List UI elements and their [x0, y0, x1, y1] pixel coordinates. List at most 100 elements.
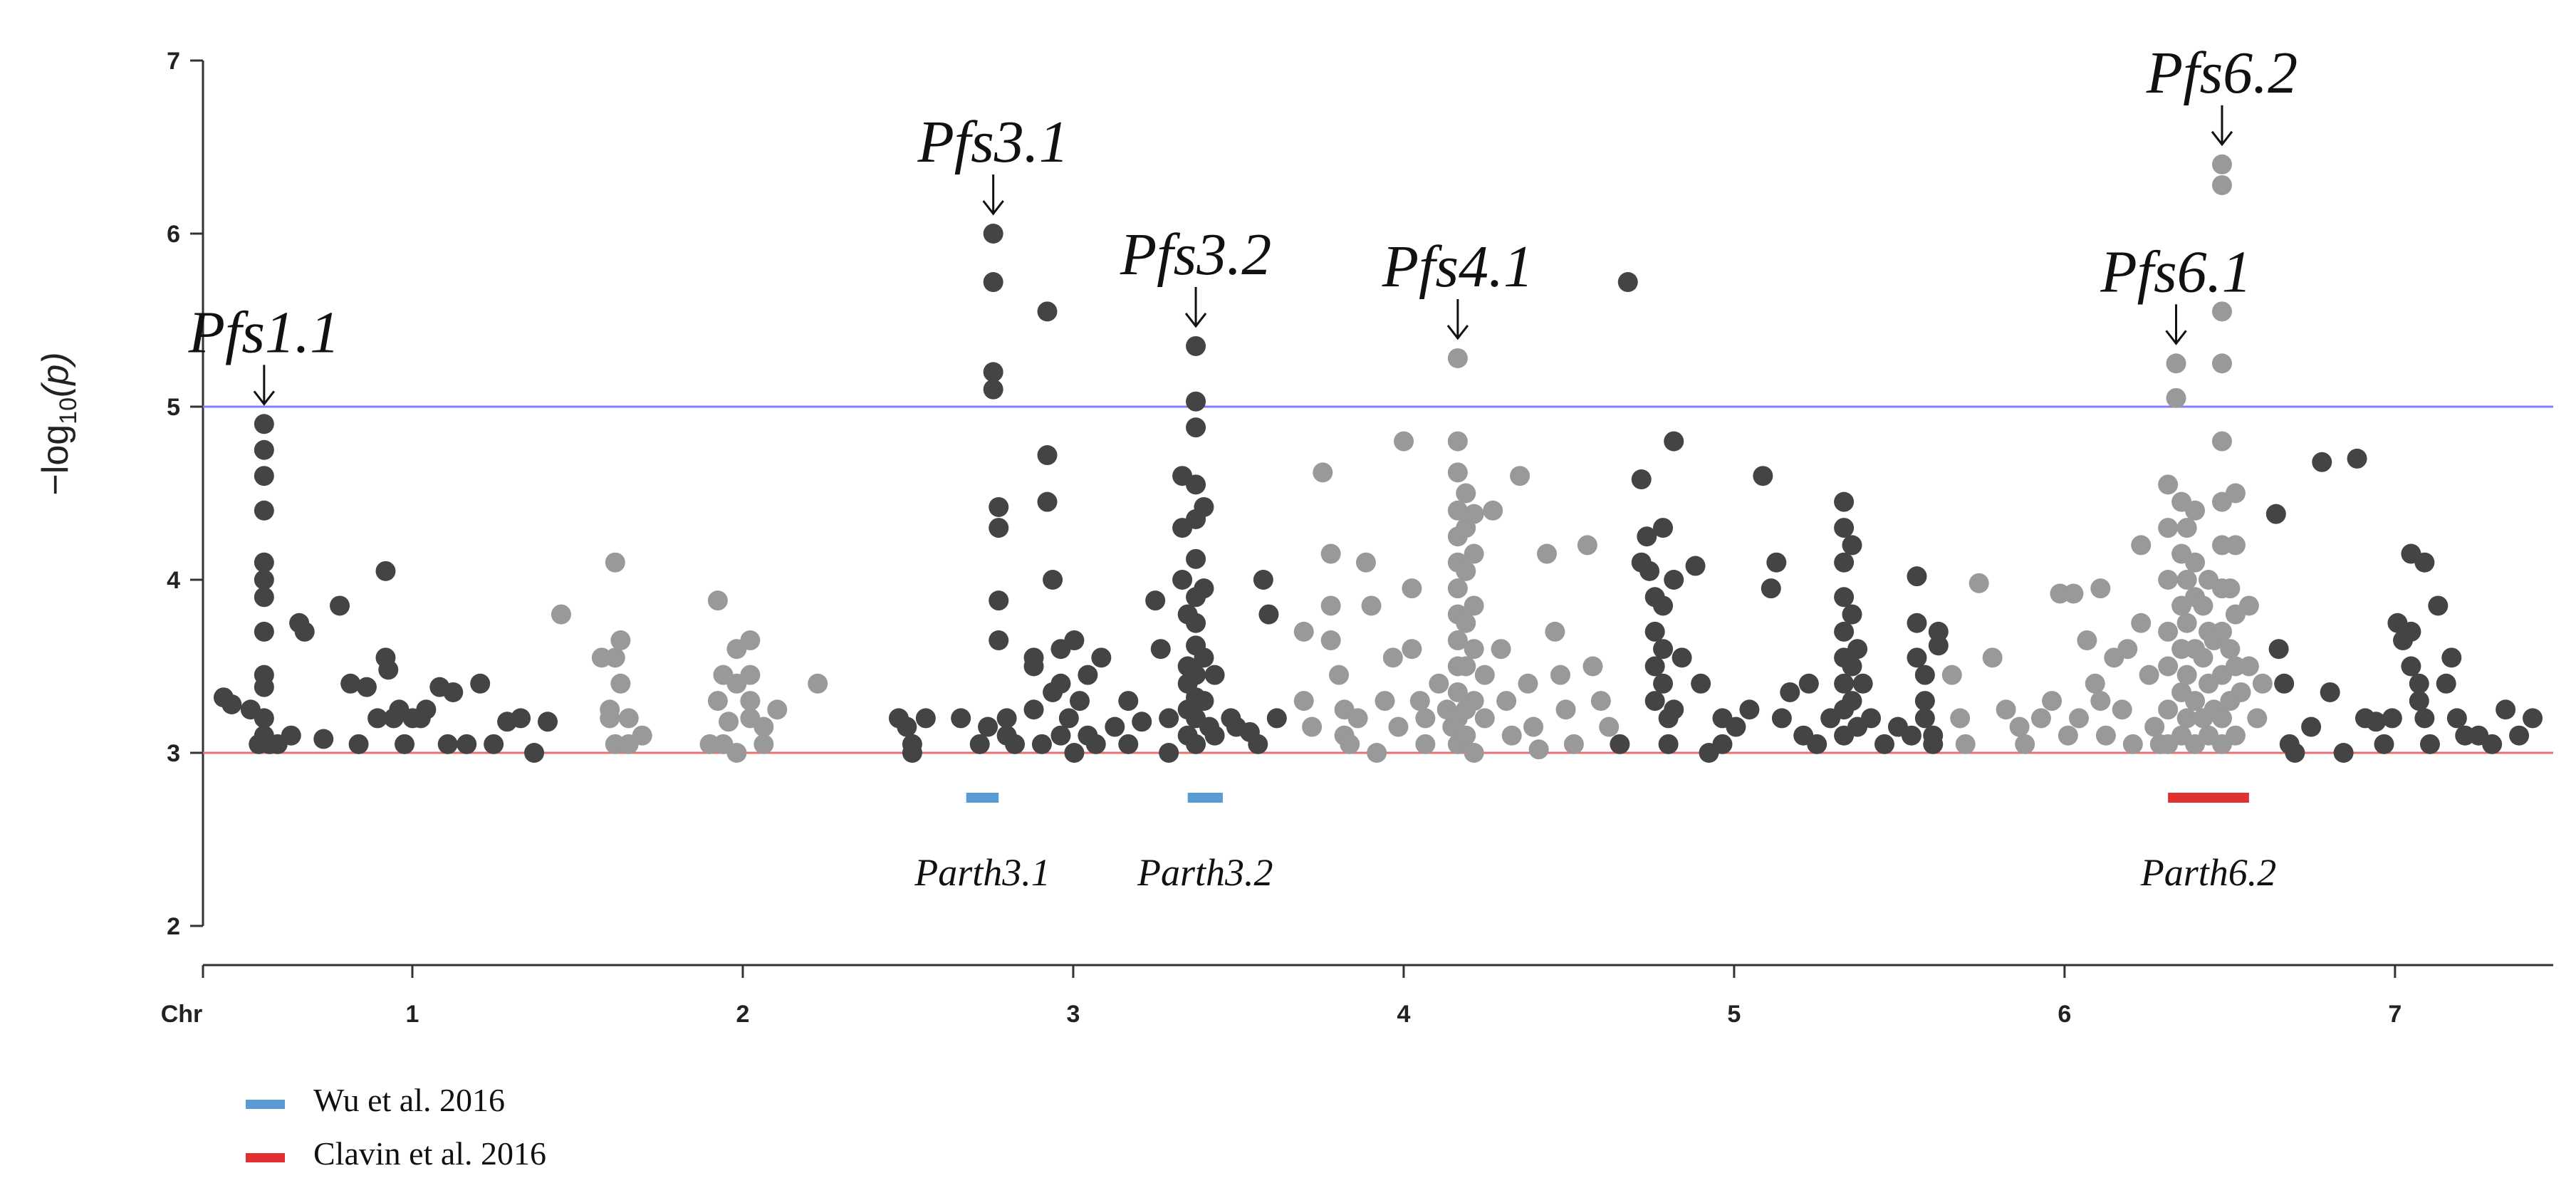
y-axis-title-suffix: (p)	[35, 352, 76, 397]
snp-point	[470, 673, 491, 694]
snp-point	[902, 743, 922, 763]
snp-point	[610, 673, 631, 694]
snp-point	[2268, 639, 2289, 660]
snp-point	[1313, 462, 1333, 483]
snp-point	[1483, 500, 1503, 521]
qtl-arrow-head	[2211, 130, 2233, 147]
snp-point	[1664, 699, 1684, 720]
legend: Wu et al. 2016 Clavin et al. 2016	[246, 1082, 546, 1172]
y-tick-label: 3	[167, 740, 180, 767]
snp-point	[2166, 353, 2186, 374]
snp-point	[1447, 348, 1468, 368]
snp-point	[1577, 535, 1597, 556]
snp-point	[1842, 535, 1862, 556]
snp-point	[1464, 639, 1484, 660]
snp-point	[1050, 673, 1071, 694]
snp-point	[897, 717, 917, 737]
snp-point	[1388, 717, 1409, 737]
snp-point	[395, 734, 415, 754]
snp-point	[313, 729, 334, 749]
snp-point	[1928, 635, 1949, 656]
snp-point	[1474, 708, 1495, 729]
snp-point	[2090, 691, 2111, 712]
snp-point	[1496, 691, 1517, 712]
snp-point	[740, 665, 761, 685]
snp-point	[1644, 656, 1665, 677]
snp-point	[2285, 743, 2305, 763]
snp-point	[1474, 665, 1495, 685]
snp-point	[1429, 673, 1449, 694]
snp-point	[2176, 570, 2197, 590]
snp-point	[1834, 552, 1855, 573]
snp-point	[2144, 717, 2165, 737]
y-tick-label: 6	[167, 221, 180, 248]
qtl-label: Pfs6.1	[2100, 239, 2251, 305]
snp-point	[1491, 639, 1511, 660]
snp-point	[1150, 639, 1171, 660]
snp-point	[1064, 743, 1085, 763]
snp-point	[1329, 665, 1350, 685]
snp-point	[1631, 469, 1652, 490]
snp-point	[1639, 561, 1660, 581]
previous-qtl-bars: Parth3.1 Parth3.2 Parth6.2	[914, 793, 2276, 894]
snp-point	[1653, 595, 1674, 616]
qtl-arrow-head	[253, 390, 276, 406]
snp-point	[983, 379, 1003, 400]
snp-point	[1536, 543, 1557, 564]
x-tick-label: 3	[1066, 1001, 1080, 1028]
snp-point	[1907, 613, 1927, 633]
snp-point	[1834, 621, 1855, 642]
snp-point	[1456, 656, 1476, 677]
snp-point	[1248, 734, 1268, 754]
snp-point	[605, 647, 625, 668]
x-tick-label: 1	[406, 1001, 419, 1028]
snp-point	[1415, 734, 1436, 754]
snp-point	[1923, 734, 1944, 754]
snp-point	[1402, 639, 1422, 660]
snp-point	[1194, 691, 1214, 712]
snp-point	[707, 691, 728, 712]
snp-point	[1050, 725, 1071, 746]
previous-qtl-bar	[1187, 793, 1223, 803]
snp-point	[1204, 665, 1225, 685]
snp-point	[618, 708, 639, 729]
snp-point	[2176, 708, 2197, 729]
snp-point	[767, 699, 788, 720]
snp-point	[1293, 691, 1314, 712]
snp-point	[1293, 621, 1314, 642]
snp-point	[2523, 708, 2543, 729]
snp-point	[2193, 595, 2213, 616]
snp-point	[915, 708, 936, 729]
previous-qtl-bar	[966, 793, 999, 803]
snp-point	[1204, 725, 1225, 746]
snp-point	[2220, 639, 2241, 660]
snp-point	[753, 734, 774, 754]
x-tick-label: 5	[1727, 1001, 1741, 1028]
snp-point	[1194, 578, 1214, 599]
snp-point	[254, 552, 274, 573]
snp-point	[1118, 734, 1139, 754]
snp-point	[1712, 734, 1733, 754]
snp-point	[2252, 673, 2273, 694]
snp-point	[2231, 682, 2251, 702]
x-axis: Chr 1 2 3 4 5 6 7	[161, 964, 2553, 1028]
qtl-label: Pfs3.1	[917, 109, 1068, 175]
snp-point	[2139, 665, 2159, 685]
snp-point	[1550, 665, 1570, 685]
snp-point	[989, 590, 1009, 611]
snp-point	[1409, 691, 1430, 712]
snp-point	[1347, 708, 1368, 729]
snp-point	[1563, 734, 1584, 754]
snp-point	[1664, 431, 1684, 452]
snp-point	[2131, 613, 2152, 633]
x-tick-label: 7	[2388, 1001, 2402, 1028]
y-axis-title-subscript: 10	[55, 397, 82, 424]
snp-point	[2225, 725, 2246, 746]
snp-point	[951, 708, 971, 729]
snp-point	[2176, 613, 2197, 633]
snp-point	[1258, 604, 1279, 625]
x-axis-prefix-label: Chr	[161, 1001, 203, 1028]
snp-point	[511, 708, 531, 729]
snp-point	[969, 734, 990, 754]
snp-point	[1320, 543, 1341, 564]
